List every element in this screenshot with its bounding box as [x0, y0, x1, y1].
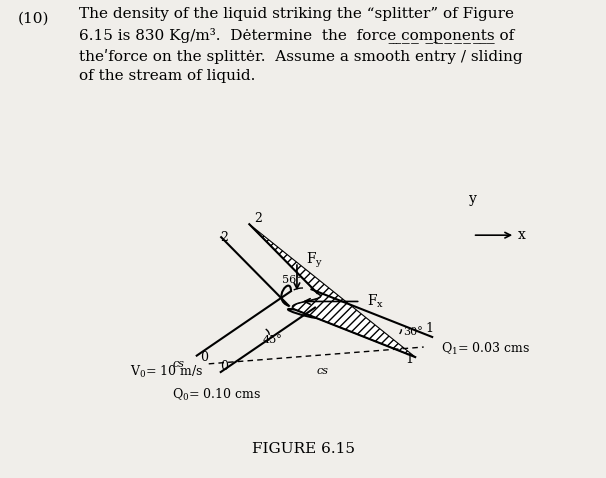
Text: $\mathregular{F_y}$: $\mathregular{F_y}$	[306, 250, 323, 270]
Text: $\mathregular{F_x}$: $\mathregular{F_x}$	[367, 293, 384, 310]
Text: 30°: 30°	[403, 326, 422, 337]
Text: y: y	[469, 192, 476, 206]
Text: $\mathregular{Q_0}$= 0.10 cms: $\mathregular{Q_0}$= 0.10 cms	[172, 387, 261, 403]
Text: FIGURE 6.15: FIGURE 6.15	[251, 442, 355, 456]
Text: 1: 1	[425, 322, 433, 335]
Text: 45°: 45°	[263, 335, 283, 345]
Text: 56°: 56°	[282, 275, 302, 285]
Text: $\mathregular{V_0}$= 10 m/s: $\mathregular{V_0}$= 10 m/s	[130, 364, 204, 380]
Text: 2: 2	[255, 212, 262, 225]
Text: x: x	[518, 228, 526, 242]
Text: 0: 0	[200, 350, 208, 364]
Text: 1: 1	[405, 353, 413, 366]
Text: (10): (10)	[18, 11, 50, 25]
Polygon shape	[249, 224, 415, 357]
Text: 0: 0	[220, 360, 228, 373]
Text: 2: 2	[220, 231, 228, 244]
Text: cs: cs	[316, 366, 328, 376]
Text: $\mathregular{Q_1}$= 0.03 cms: $\mathregular{Q_1}$= 0.03 cms	[441, 341, 530, 358]
Text: cs: cs	[173, 359, 185, 369]
Text: The density of the liquid striking the “splitter” of Figure
6.15 is 830 Kg/m³.  : The density of the liquid striking the “…	[79, 7, 522, 83]
